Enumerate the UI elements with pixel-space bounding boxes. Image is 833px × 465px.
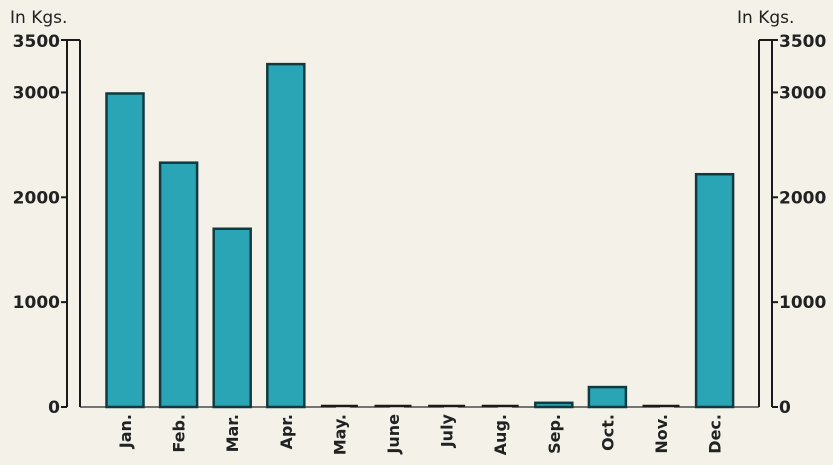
right-axis-unit-label: In Kgs. [737, 8, 795, 28]
tick-labels: 0 0 1000 1000 2000 2000 3000 3000 3500 3500 [13, 32, 827, 418]
right-y-tick-label: 3000 [779, 83, 826, 103]
x-tick-label: Feb. [170, 414, 189, 453]
bar-apr [266, 62, 306, 409]
bars [105, 62, 735, 409]
x-tick-label: Jan. [116, 414, 135, 449]
x-tick-label: Mar. [223, 414, 242, 452]
x-tick-label: Nov. [652, 414, 671, 454]
bar-feb [158, 161, 199, 409]
right-y-tick-label: 1000 [779, 293, 826, 313]
bar-oct [587, 385, 628, 409]
bar-sep [534, 401, 574, 409]
left-y-tick-label: 1000 [13, 293, 60, 313]
left-y-tick-label: 2000 [13, 188, 60, 208]
x-tick-label: Oct. [598, 414, 617, 451]
left-y-tick-label: 3000 [13, 83, 60, 103]
x-tick-label: July [438, 413, 457, 448]
x-tick-label: June [384, 414, 403, 455]
left-axis-unit-label: In Kgs. [10, 8, 68, 28]
x-tick-labels: Jan. Feb. Mar. Apr. May. June July Aug. Sep. Oct.… [116, 413, 725, 455]
x-tick-label: Dec. [706, 414, 725, 454]
x-tick-label: Apr. [277, 414, 296, 450]
left-y-tick-label: 0 [48, 398, 60, 418]
x-tick-label: Aug. [491, 414, 510, 455]
bar-mar [212, 227, 252, 409]
left-y-tick-label: 3500 [13, 32, 60, 52]
x-tick-label: May. [330, 414, 349, 455]
bar-dec [694, 172, 735, 409]
right-y-tick-label: 3500 [779, 32, 826, 52]
x-tick-label: Sep. [545, 414, 564, 454]
bar-jan [105, 92, 145, 409]
right-y-tick-label: 2000 [779, 188, 826, 208]
right-y-tick-label: 0 [779, 398, 791, 418]
